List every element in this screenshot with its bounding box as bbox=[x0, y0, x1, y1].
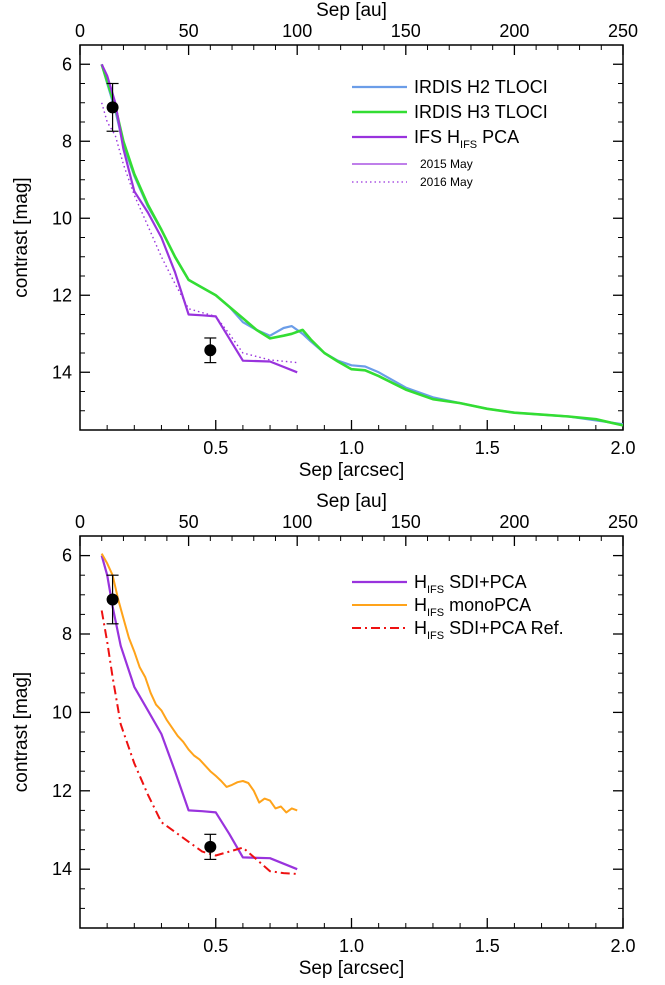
y-tick-label: 12 bbox=[52, 285, 72, 305]
top-tick-label: 250 bbox=[608, 512, 638, 532]
top-tick-label: 50 bbox=[179, 512, 199, 532]
y-tick-label: 12 bbox=[52, 781, 72, 801]
legend-text: 2015 May bbox=[420, 157, 473, 171]
series-line-2 bbox=[100, 553, 298, 814]
legend-text: IFS H bbox=[414, 127, 460, 147]
series-line-5 bbox=[101, 102, 298, 364]
data-area bbox=[100, 63, 623, 427]
data-point-1 bbox=[106, 82, 119, 132]
top-tick-label: 150 bbox=[391, 512, 421, 532]
legend-label-5: 2016 May bbox=[420, 175, 473, 189]
legend-label-4: 2015 May bbox=[420, 157, 473, 171]
legend-text-tail: PCA bbox=[477, 127, 519, 147]
data-area bbox=[100, 553, 298, 875]
x-tick-label: 1.0 bbox=[339, 936, 364, 956]
y-tick-label: 6 bbox=[62, 54, 72, 74]
point-marker bbox=[106, 593, 119, 606]
legend-text: IRDIS H3 TLOCI bbox=[414, 102, 548, 122]
legend-label-2: IRDIS H3 TLOCI bbox=[414, 102, 548, 122]
series-line-3 bbox=[100, 63, 298, 374]
y-tick-label: 6 bbox=[62, 546, 72, 566]
series-line-1 bbox=[100, 555, 298, 871]
legend-text-tail: SDI+PCA Ref. bbox=[444, 618, 564, 638]
y-axis-label: contrast [mag] bbox=[11, 672, 32, 792]
x-tick-label: 1.5 bbox=[475, 438, 500, 458]
top-tick-label: 200 bbox=[499, 512, 529, 532]
x-tick-label: 0.5 bbox=[203, 936, 228, 956]
top-tick-label: 100 bbox=[282, 512, 312, 532]
point-marker bbox=[106, 101, 119, 114]
x-axis-label: Sep [arcsec] bbox=[299, 460, 405, 481]
x-axis-label: Sep [arcsec] bbox=[299, 958, 405, 979]
y-tick-label: 14 bbox=[52, 362, 72, 382]
legend-label-1: HIFS SDI+PCA bbox=[414, 572, 527, 596]
data-point-2 bbox=[204, 833, 217, 861]
legend-text: H bbox=[414, 618, 427, 638]
legend-text: IRDIS H2 TLOCI bbox=[414, 77, 548, 97]
legend: IRDIS H2 TLOCI IRDIS H3 TLOCI IFS HIFS PCA… bbox=[352, 77, 548, 189]
legend-text-tail: SDI+PCA bbox=[444, 572, 527, 592]
x-tick-label: 1.5 bbox=[475, 936, 500, 956]
point-marker bbox=[204, 344, 217, 357]
top-tick-label: 100 bbox=[282, 21, 312, 41]
y-tick-label: 14 bbox=[52, 859, 72, 879]
top-tick-label: 250 bbox=[608, 21, 638, 41]
x-tick-label: 2.0 bbox=[610, 936, 635, 956]
y-axis-label: contrast [mag] bbox=[11, 177, 32, 297]
top-axis-label: Sep [au] bbox=[316, 491, 387, 512]
legend-label-3: HIFS SDI+PCA Ref. bbox=[414, 618, 564, 642]
x-tick-label: 1.0 bbox=[339, 438, 364, 458]
series-line-3 bbox=[100, 610, 298, 875]
top-tick-label: 0 bbox=[75, 21, 85, 41]
top-axis-label: Sep [au] bbox=[316, 0, 387, 21]
top-tick-label: 200 bbox=[499, 21, 529, 41]
y-tick-label: 8 bbox=[62, 624, 72, 644]
data-point-1 bbox=[106, 574, 119, 625]
legend-subscript: IFS bbox=[427, 630, 444, 642]
series-line-2 bbox=[100, 63, 623, 427]
legend-label-2: HIFS monoPCA bbox=[414, 595, 531, 619]
legend-text: 2016 May bbox=[420, 175, 473, 189]
x-tick-label: 0.5 bbox=[203, 438, 228, 458]
chart-panel-2: 0.5 1.0 1.5 2.0 0 50 100 150 200 250 6 8 10 12 14 Sep [… bbox=[11, 491, 638, 979]
y-tick-label: 10 bbox=[52, 208, 72, 228]
legend-label-3: IFS HIFS PCA bbox=[414, 127, 519, 151]
legend-label-1: IRDIS H2 TLOCI bbox=[414, 77, 548, 97]
y-tick-label: 10 bbox=[52, 702, 72, 722]
legend-text-tail: monoPCA bbox=[444, 595, 531, 615]
point-marker bbox=[204, 840, 217, 853]
x-tick-label: 2.0 bbox=[610, 438, 635, 458]
y-tick-label: 8 bbox=[62, 131, 72, 151]
top-tick-label: 50 bbox=[179, 21, 199, 41]
legend-subscript: IFS bbox=[427, 584, 444, 596]
chart-panel-1: 0.5 1.0 1.5 2.0 0 50 100 150 200 250 6 8 10 12 14 Sep [… bbox=[11, 0, 638, 481]
top-tick-label: 150 bbox=[391, 21, 421, 41]
data-point-2 bbox=[204, 337, 217, 364]
legend-subscript: IFS bbox=[460, 139, 477, 151]
top-tick-label: 0 bbox=[75, 512, 85, 532]
legend-subscript: IFS bbox=[427, 607, 444, 619]
legend-text: H bbox=[414, 595, 427, 615]
legend-text: H bbox=[414, 572, 427, 592]
